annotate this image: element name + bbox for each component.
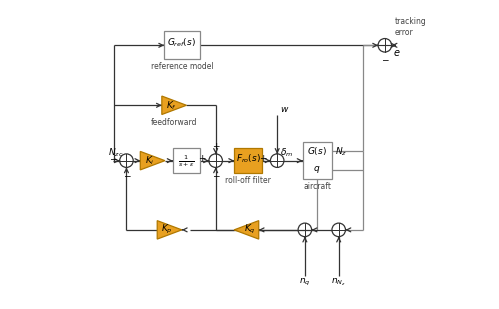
- Text: $N_{zc}$: $N_{zc}$: [108, 147, 123, 159]
- Text: $-$: $-$: [381, 54, 390, 64]
- Text: $F_{ro}(s)$: $F_{ro}(s)$: [236, 153, 260, 165]
- FancyBboxPatch shape: [234, 148, 262, 173]
- Text: $-$: $-$: [109, 154, 117, 163]
- FancyBboxPatch shape: [302, 142, 332, 179]
- Text: $\delta_m$: $\delta_m$: [280, 147, 293, 159]
- Text: $G_{ref}(s)$: $G_{ref}(s)$: [167, 36, 196, 49]
- Text: $N_z$: $N_z$: [335, 145, 348, 158]
- Polygon shape: [234, 221, 258, 239]
- Text: $K_q$: $K_q$: [244, 223, 255, 236]
- Text: reference model: reference model: [151, 62, 213, 71]
- Text: $+$: $+$: [212, 142, 221, 151]
- Polygon shape: [140, 151, 165, 170]
- Text: feedforward: feedforward: [151, 118, 198, 127]
- Text: $\frac{1}{s+\varepsilon}$: $\frac{1}{s+\varepsilon}$: [178, 153, 195, 169]
- Text: aircraft: aircraft: [303, 182, 331, 191]
- Polygon shape: [157, 221, 182, 239]
- Text: $w$: $w$: [279, 105, 289, 114]
- Text: $G(s)$: $G(s)$: [307, 146, 327, 157]
- FancyBboxPatch shape: [173, 148, 200, 173]
- Text: $K_f$: $K_f$: [166, 99, 177, 112]
- Text: $K_p$: $K_p$: [161, 223, 172, 236]
- Text: $+$: $+$: [198, 153, 207, 163]
- Text: $q$: $q$: [313, 164, 321, 176]
- Text: $+$: $+$: [259, 153, 268, 163]
- Text: $n_q$: $n_q$: [299, 277, 311, 288]
- Text: $-$: $-$: [123, 170, 131, 179]
- Text: $K_i$: $K_i$: [145, 154, 154, 167]
- Text: $-$: $-$: [212, 170, 221, 179]
- Polygon shape: [162, 96, 187, 115]
- FancyBboxPatch shape: [164, 32, 200, 59]
- Text: tracking
error: tracking error: [395, 17, 427, 36]
- Text: $e$: $e$: [393, 48, 401, 58]
- Text: roll-off filter: roll-off filter: [225, 176, 271, 185]
- Text: $n_{N_z}$: $n_{N_z}$: [331, 276, 346, 288]
